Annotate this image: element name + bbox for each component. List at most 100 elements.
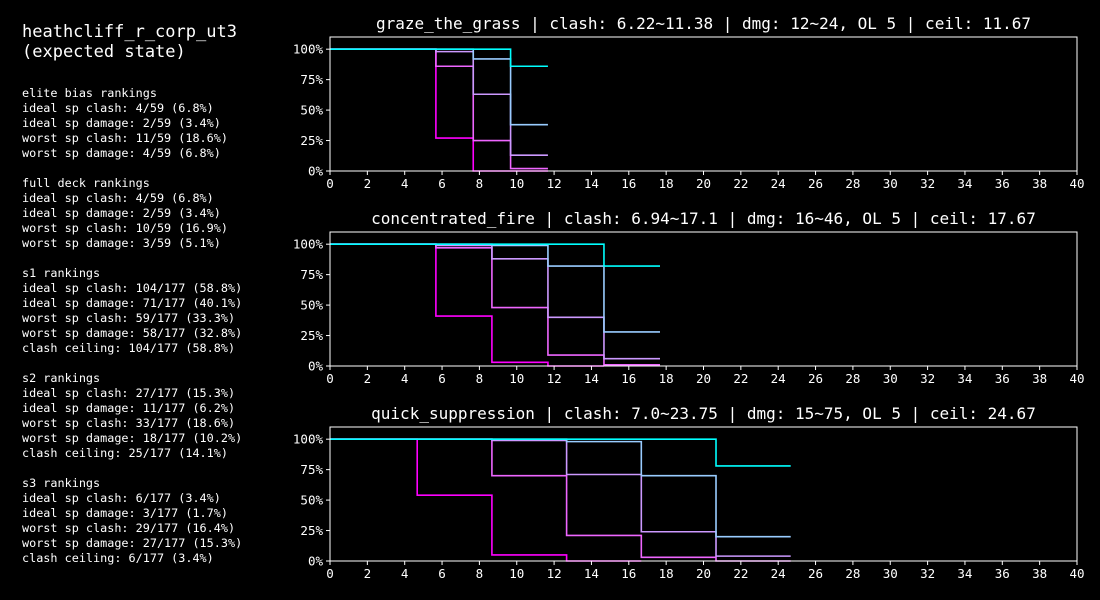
- chart-3: quick_suppression | clash: 7.0~23.75 | d…: [293, 404, 1085, 581]
- x-tick-label: 18: [659, 371, 674, 386]
- x-tick-label: 12: [547, 176, 562, 191]
- x-tick-label: 8: [476, 566, 484, 581]
- series-line-4: [330, 438, 791, 538]
- plot-frame: [329, 231, 1078, 367]
- series-line-1: [330, 438, 642, 562]
- x-tick-label: 14: [584, 176, 599, 191]
- x-tick-label: 2: [364, 371, 372, 386]
- x-tick-label: 26: [808, 176, 823, 191]
- series-line-3: [330, 48, 548, 156]
- series-line-2: [330, 438, 791, 562]
- x-tick-label: 24: [771, 566, 786, 581]
- series-line-2: [330, 243, 660, 366]
- x-tick-label: 28: [845, 176, 860, 191]
- x-tick-label: 18: [659, 566, 674, 581]
- series-line-3: [330, 438, 791, 557]
- x-tick-label: 30: [883, 566, 898, 581]
- series-line-5: [330, 48, 548, 68]
- chart-title: concentrated_fire | clash: 6.94~17.1 | d…: [371, 209, 1036, 228]
- plot-frame: [329, 426, 1078, 562]
- series-line-1: [330, 243, 604, 367]
- x-tick-label: 14: [584, 371, 599, 386]
- x-tick-label: 34: [957, 371, 972, 386]
- x-tick-label: 32: [920, 371, 935, 386]
- x-tick-label: 16: [621, 176, 636, 191]
- x-tick-label: 10: [509, 176, 524, 191]
- x-tick-label: 12: [547, 566, 562, 581]
- x-tick-label: 4: [401, 371, 409, 386]
- x-tick-label: 8: [476, 371, 484, 386]
- x-tick-label: 0: [326, 371, 334, 386]
- x-tick-label: 38: [1032, 566, 1047, 581]
- x-tick-label: 26: [808, 566, 823, 581]
- x-tick-label: 20: [696, 371, 711, 386]
- x-tick-label: 18: [659, 176, 674, 191]
- x-tick-label: 40: [1069, 176, 1084, 191]
- x-tick-label: 4: [401, 566, 409, 581]
- series-line-5: [330, 243, 660, 267]
- x-tick-label: 14: [584, 566, 599, 581]
- x-tick-label: 2: [364, 566, 372, 581]
- x-tick-label: 16: [621, 371, 636, 386]
- x-tick-label: 34: [957, 176, 972, 191]
- series-line-3: [330, 243, 660, 360]
- x-tick-label: 22: [733, 371, 748, 386]
- x-tick-label: 36: [995, 566, 1010, 581]
- x-tick-label: 6: [438, 176, 446, 191]
- y-tick-label: 100%: [293, 42, 324, 57]
- x-tick-label: 6: [438, 371, 446, 386]
- x-tick-label: 32: [920, 566, 935, 581]
- y-tick-label: 50%: [300, 298, 323, 313]
- x-tick-label: 30: [883, 176, 898, 191]
- y-tick-label: 50%: [300, 493, 323, 508]
- rankings-text: elite bias rankings ideal sp clash: 4/59…: [22, 86, 243, 565]
- y-tick-label: 75%: [300, 72, 323, 87]
- x-tick-label: 38: [1032, 371, 1047, 386]
- x-tick-label: 26: [808, 371, 823, 386]
- series-line-2: [330, 48, 548, 170]
- plot-frame: [329, 36, 1078, 172]
- chart-1: graze_the_grass | clash: 6.22~11.38 | dm…: [293, 14, 1085, 191]
- y-tick-label: 75%: [300, 462, 323, 477]
- chart-title: quick_suppression | clash: 7.0~23.75 | d…: [371, 404, 1036, 423]
- x-tick-label: 24: [771, 371, 786, 386]
- x-tick-label: 12: [547, 371, 562, 386]
- y-tick-label: 0%: [308, 359, 324, 374]
- x-tick-label: 38: [1032, 176, 1047, 191]
- x-tick-label: 40: [1069, 371, 1084, 386]
- y-tick-label: 100%: [293, 237, 324, 252]
- y-tick-label: 0%: [308, 164, 324, 179]
- series-line-4: [330, 243, 660, 333]
- x-tick-label: 10: [509, 566, 524, 581]
- y-tick-label: 25%: [300, 133, 323, 148]
- x-tick-label: 34: [957, 566, 972, 581]
- x-tick-label: 22: [733, 566, 748, 581]
- x-tick-label: 20: [696, 176, 711, 191]
- chart-2: concentrated_fire | clash: 6.94~17.1 | d…: [293, 209, 1085, 386]
- y-tick-label: 25%: [300, 328, 323, 343]
- x-tick-label: 2: [364, 176, 372, 191]
- y-tick-label: 0%: [308, 554, 324, 569]
- identity-title: heathcliff_r_corp_ut3 (expected state): [22, 22, 237, 62]
- y-tick-label: 25%: [300, 523, 323, 538]
- x-tick-label: 20: [696, 566, 711, 581]
- y-tick-label: 50%: [300, 103, 323, 118]
- x-tick-label: 32: [920, 176, 935, 191]
- x-tick-label: 6: [438, 566, 446, 581]
- series-line-5: [330, 438, 791, 467]
- y-tick-label: 75%: [300, 267, 323, 282]
- x-tick-label: 30: [883, 371, 898, 386]
- x-tick-label: 4: [401, 176, 409, 191]
- x-tick-label: 22: [733, 176, 748, 191]
- chart-title: graze_the_grass | clash: 6.22~11.38 | dm…: [376, 14, 1031, 33]
- series-line-4: [330, 48, 548, 126]
- x-tick-label: 8: [476, 176, 484, 191]
- x-tick-label: 16: [621, 566, 636, 581]
- x-tick-label: 28: [845, 566, 860, 581]
- x-tick-label: 0: [326, 176, 334, 191]
- x-tick-label: 24: [771, 176, 786, 191]
- x-tick-label: 28: [845, 371, 860, 386]
- x-tick-label: 0: [326, 566, 334, 581]
- x-tick-label: 10: [509, 371, 524, 386]
